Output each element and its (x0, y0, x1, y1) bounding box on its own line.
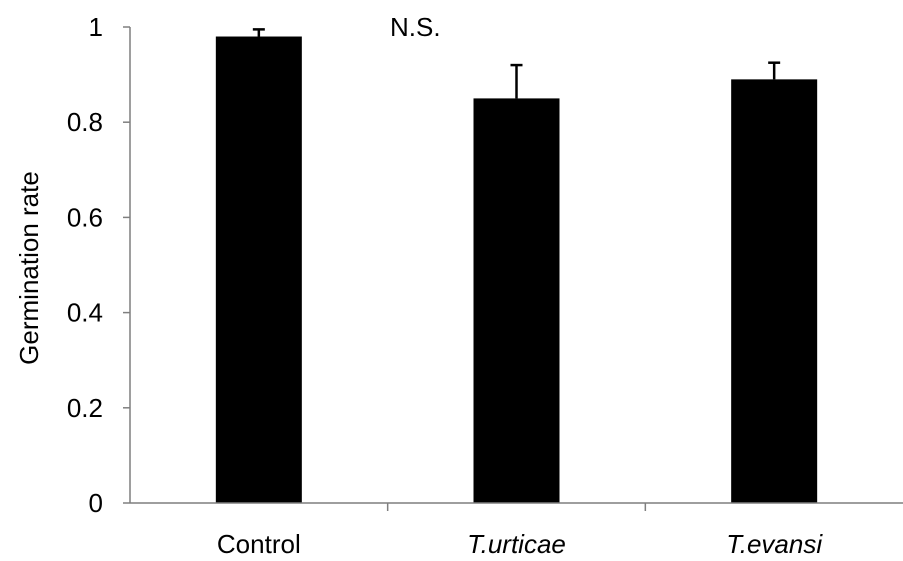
x-category-label: T.urticae (467, 529, 566, 559)
bar (473, 98, 560, 504)
y-axis-title: Germination rate (14, 171, 44, 365)
y-tick-label: 0.2 (67, 393, 103, 423)
x-category-label: T.evansi (726, 529, 823, 559)
y-tick-label: 0.8 (67, 107, 103, 137)
significance-annotation: N.S. (390, 12, 441, 42)
error-bars-group (252, 28, 781, 99)
bar (215, 36, 302, 504)
x-axis-category-labels: Control T.urticae T.evansi (217, 529, 823, 559)
y-tick-label: 0.4 (67, 298, 103, 328)
y-tick-label: 0 (89, 488, 103, 518)
y-axis-ticks: 0 0.2 0.4 0.6 0.8 1 (67, 12, 130, 518)
y-tick-label: 1 (89, 12, 103, 42)
bars-group (215, 36, 818, 504)
bar (731, 79, 818, 504)
x-category-label: Control (217, 529, 301, 559)
x-axis-ticks (386, 503, 647, 511)
y-tick-label: 0.6 (67, 202, 103, 232)
